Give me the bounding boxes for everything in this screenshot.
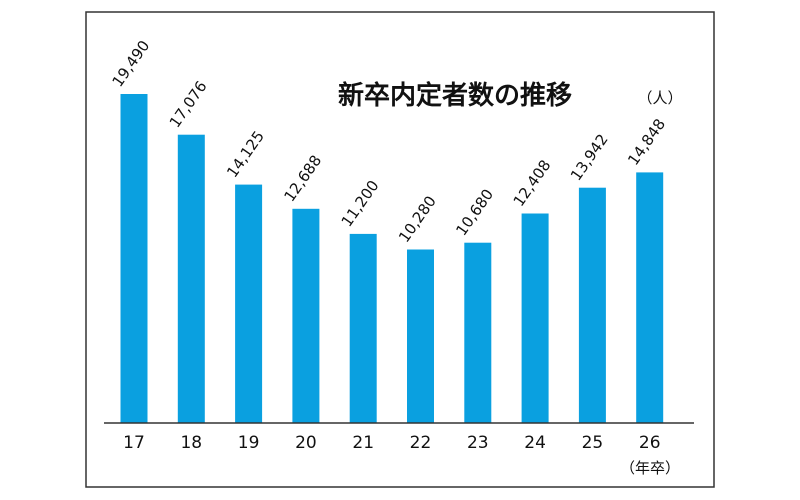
x-tick-label-19: 19: [238, 433, 260, 453]
bars: [120, 94, 664, 423]
bar-26: [636, 172, 664, 423]
unit-label: （人）: [637, 89, 682, 107]
x-tick-label-22: 22: [410, 433, 432, 453]
bar-24: [521, 213, 549, 423]
x-tick-label-23: 23: [467, 433, 489, 453]
x-tick-labels: 17 18 19 20 21 22 23 24 25 26: [123, 433, 660, 453]
bar-20: [292, 208, 320, 423]
bar-21: [349, 233, 377, 423]
x-tick-label-20: 20: [295, 433, 317, 453]
x-tick-label-21: 21: [352, 433, 374, 453]
bar-22: [407, 249, 434, 423]
bar-17: [120, 94, 148, 423]
chart-title: 新卒内定者数の推移: [338, 80, 572, 111]
bar-18: [177, 134, 205, 423]
x-tick-label-17: 17: [123, 433, 145, 453]
bar-19: [235, 184, 263, 423]
x-tick-label-25: 25: [582, 433, 604, 453]
bar-25: [578, 187, 606, 423]
x-tick-label-24: 24: [524, 433, 546, 453]
bar-23: [464, 242, 492, 423]
x-tick-label-26: 26: [639, 433, 661, 453]
x-axis-label: （年卒）: [620, 459, 680, 477]
x-tick-label-18: 18: [180, 433, 202, 453]
